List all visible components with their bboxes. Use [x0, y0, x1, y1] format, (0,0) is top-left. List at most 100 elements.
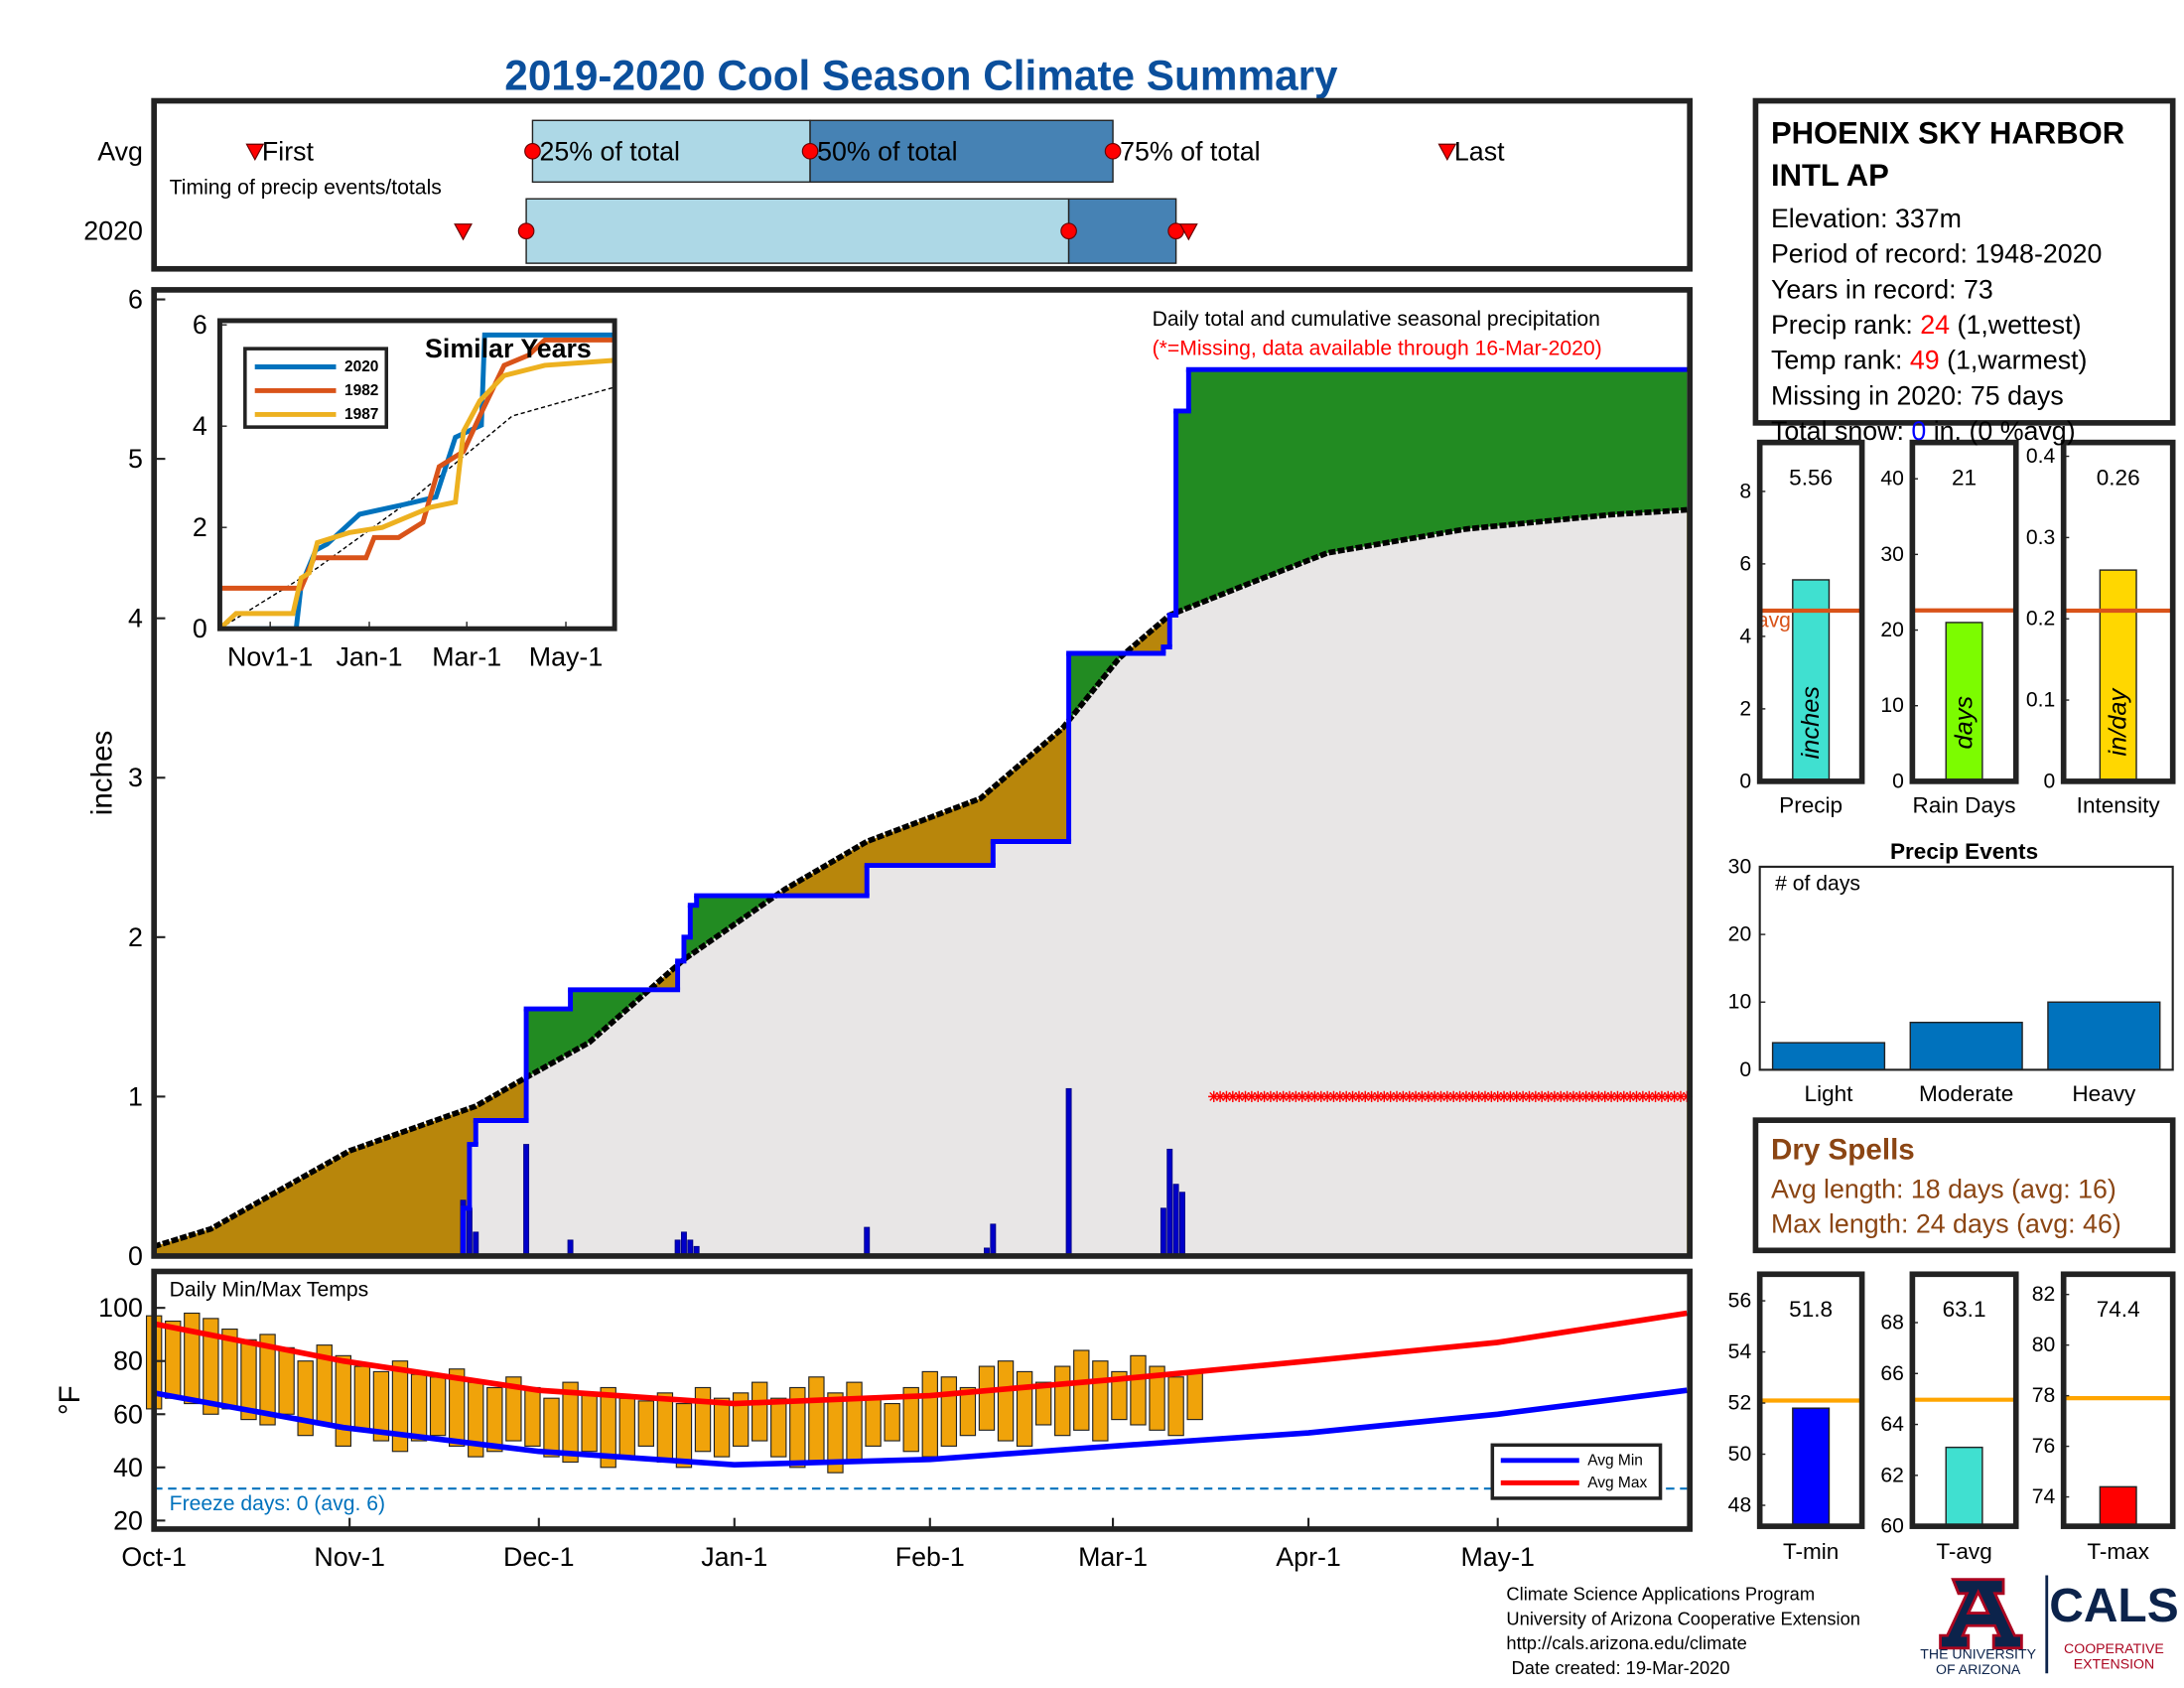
footer-line: University of Arizona Cooperative Extens… [1506, 1608, 1860, 1628]
value-label: 21 [1952, 465, 1977, 490]
missing-marker [1385, 1090, 1397, 1103]
daily-bar [466, 1207, 473, 1257]
missing-marker [1290, 1090, 1301, 1103]
missing-marker [1568, 1090, 1579, 1103]
missing-marker [1258, 1090, 1271, 1103]
station-text: 24 [1920, 310, 1950, 340]
temp-bar [448, 1368, 466, 1447]
y-tick-label: 20 [1880, 619, 1904, 641]
temp-bar [751, 1381, 768, 1442]
station-text: Years in record: 73 [1771, 274, 1993, 304]
timing-note: Timing of precip events/totals [170, 176, 442, 199]
row-label: 2020 [83, 216, 143, 246]
missing-marker [1208, 1090, 1220, 1103]
temp-bar [789, 1386, 806, 1469]
value-label: 5.56 [1789, 465, 1833, 490]
y-tick-label: 0.1 [2026, 689, 2055, 712]
x-tick-label: Nov-1 [314, 1542, 384, 1572]
y-tick-label: 80 [113, 1346, 143, 1376]
y-tick-label: 54 [1728, 1340, 1752, 1363]
y-tick-label: 74 [2032, 1485, 2056, 1508]
y-tick-label: 0.4 [2026, 445, 2056, 468]
daily-bar [1160, 1207, 1166, 1257]
station-text: Temp rank: [1771, 346, 1910, 375]
timing-triangle [1437, 143, 1457, 161]
stat-bar [2099, 569, 2137, 782]
y-tick-label: 40 [113, 1453, 143, 1482]
timing-bar [1067, 198, 1177, 264]
timing-label: 25% of total [539, 136, 679, 166]
avg-line [153, 1387, 1688, 1468]
missing-marker [1391, 1090, 1403, 1103]
station-line: Total snow: 0 in. (0 %avg) [1771, 416, 2076, 446]
logo-university: OF ARIZONA [1936, 1661, 2021, 1677]
temp-bar [259, 1334, 276, 1426]
missing-marker [1549, 1090, 1561, 1103]
freeze-label: Freeze days: 0 (avg. 6) [170, 1492, 385, 1515]
y-tick-label: 4 [1739, 625, 1751, 647]
missing-marker [1271, 1090, 1283, 1103]
y-axis-label: inches [85, 731, 118, 816]
logo-extension: EXTENSION [2074, 1655, 2154, 1671]
legend-label: 2020 [344, 358, 378, 375]
station-line: Temp rank: 49 (1,warmest) [1771, 346, 2088, 375]
dry-line: Avg length: 18 days (avg: 16) [1771, 1174, 2116, 1203]
temp-bar [959, 1386, 977, 1437]
average-line [153, 506, 1688, 1250]
stat-bar [1945, 622, 1983, 782]
y-tick-label: 0.3 [2026, 526, 2055, 549]
category-label: T-max [2087, 1539, 2149, 1564]
missing-marker [1517, 1090, 1529, 1103]
missing-marker [1447, 1090, 1459, 1103]
timing-bar [525, 198, 1070, 264]
missing-marker [1511, 1090, 1523, 1103]
dry-box [1752, 1117, 2176, 1254]
missing-note: (*=Missing, data available through 16-Ma… [1153, 338, 1602, 360]
series-line [219, 357, 615, 630]
missing-marker [1353, 1090, 1365, 1103]
footer-line: Date created: 19-Mar-2020 [1506, 1657, 1729, 1678]
missing-marker [1492, 1090, 1504, 1103]
y-tick-label: 60 [113, 1399, 143, 1429]
temp-bar [694, 1386, 712, 1453]
missing-marker [1530, 1090, 1542, 1103]
missing-marker [1378, 1090, 1390, 1103]
y-tick-label: 80 [2032, 1334, 2056, 1356]
missing-marker [1472, 1090, 1485, 1103]
temp-bar [353, 1365, 371, 1431]
temp-bar [884, 1402, 900, 1442]
missing-marker [1479, 1090, 1491, 1103]
temp-bar [997, 1360, 1015, 1442]
station-line: Elevation: 337m [1771, 204, 1962, 233]
station-text: (1,wettest) [1950, 310, 2081, 340]
bar [2047, 1001, 2161, 1071]
value-label: 51.8 [1789, 1297, 1833, 1322]
legend-label: Avg Max [1587, 1475, 1647, 1491]
footer-line: Climate Science Applications Program [1506, 1583, 1815, 1604]
x-tick-label: Moderate [1919, 1081, 2013, 1106]
y-tick-label: 8 [1739, 480, 1751, 502]
panel-frame [2060, 439, 2176, 784]
y-tick-label: 5 [128, 444, 143, 474]
timing-bar [809, 119, 1114, 184]
y-tick-label: 76 [2032, 1435, 2056, 1458]
logo-a [1939, 1578, 2023, 1650]
bar [1771, 1042, 1886, 1071]
timing-dot [1104, 142, 1122, 160]
panel-frame [1909, 1271, 2019, 1529]
value-label: 74.4 [2097, 1297, 2140, 1322]
station-line: Precip rank: 24 (1,wettest) [1771, 310, 2082, 340]
station-text: Precip rank: [1771, 310, 1920, 340]
missing-marker [1586, 1090, 1598, 1103]
panel-frame [151, 287, 1693, 1259]
missing-marker [1630, 1090, 1643, 1103]
y-tick-label: 2 [193, 512, 207, 542]
temp-bar [675, 1402, 693, 1469]
timing-triangle [245, 143, 265, 161]
category-label: Rain Days [1913, 792, 2016, 817]
y-tick-label: 48 [1728, 1494, 1752, 1517]
station-text: 49 [1910, 346, 1940, 375]
temp-bar [1073, 1349, 1090, 1431]
missing-marker [1334, 1090, 1346, 1103]
